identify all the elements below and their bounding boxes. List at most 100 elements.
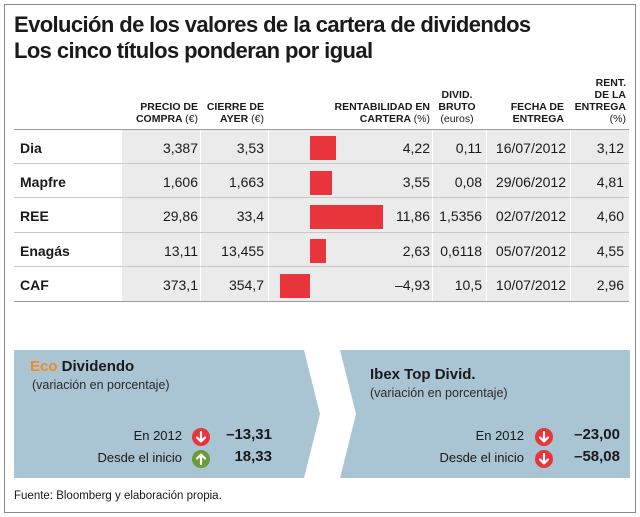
cell-cierre: 3,53 [236, 140, 264, 156]
header-precio-line1: PRECIO DE [140, 101, 198, 113]
header-fecha-line1: FECHA DE [510, 101, 564, 113]
table-row: REE 29,86 33,4 11,86 1,5356 02/07/2012 4… [14, 199, 629, 233]
cell-cierre: 1,663 [228, 174, 264, 190]
cell-rent-entrega: 2,96 [596, 277, 624, 293]
bar-mapfre [310, 170, 332, 195]
cell-rent-entrega: 4,55 [596, 243, 624, 259]
cell-cierre: 354,7 [228, 277, 264, 293]
cell-precio: 13,11 [164, 243, 198, 259]
header-rent-unit: (%) [413, 113, 430, 125]
header-fecha-line2: ENTREGA [512, 113, 564, 125]
header-divid-line2: BRUTO [438, 101, 476, 113]
cell-precio: 3,387 [162, 140, 198, 156]
row-name: Mapfre [20, 174, 66, 190]
header-rent-line1: RENTABILIDAD EN [334, 101, 430, 113]
table-row: Dia 3,387 3,53 4,22 0,11 16/07/2012 3,12 [14, 131, 629, 165]
arrow-up-icon [192, 450, 210, 468]
header-rentent-line3: ENTREGA [574, 101, 626, 113]
arrow-down-icon [192, 428, 210, 446]
cell-fecha: 16/07/2012 [495, 140, 566, 156]
cell-rentabilidad: 4,22 [402, 140, 430, 156]
panel-left-label-2012: En 2012 [133, 428, 182, 443]
row-name: Enagás [20, 243, 70, 259]
summary-panels-background [14, 350, 630, 478]
column-divider [200, 129, 201, 302]
cell-divid: 0,6118 [440, 243, 482, 259]
panel-right-title: Ibex Top Divid. [370, 366, 476, 383]
cell-cierre: 13,455 [221, 243, 264, 259]
cell-fecha: 10/07/2012 [495, 277, 566, 293]
bar-dia [310, 136, 336, 161]
row-name: REE [20, 208, 49, 224]
column-divider [432, 129, 433, 302]
header-divid-line1: DIVID. [441, 89, 473, 101]
header-cierre-line2: AYER [220, 113, 249, 125]
header-rentabilidad: RENTABILIDAD EN CARTERA (%) [310, 101, 430, 125]
header-precio-unit: (€) [185, 113, 198, 125]
cell-rentabilidad: –4,93 [394, 277, 430, 293]
panel-right-label-2012: En 2012 [475, 428, 524, 443]
cell-precio: 29,86 [162, 208, 198, 224]
column-divider [570, 129, 571, 302]
header-precio: PRECIO DE COMPRA (€) [122, 101, 198, 125]
row-divider [14, 232, 629, 233]
header-rentent-unit: (%) [609, 113, 626, 125]
bar-caf [279, 273, 310, 298]
cell-rent-entrega: 4,60 [596, 208, 624, 224]
row-divider [14, 301, 629, 302]
cell-divid: 0,08 [454, 174, 482, 190]
cell-fecha: 02/07/2012 [495, 208, 566, 224]
arrow-down-icon [535, 428, 553, 446]
panel-right-subtitle: (variación en porcentaje) [370, 386, 508, 400]
panel-right-label-inicio: Desde el inicio [439, 450, 524, 465]
cell-rent-entrega: 3,12 [596, 140, 624, 156]
bar-enagás [310, 239, 327, 264]
cell-rentabilidad: 3,55 [402, 174, 430, 190]
header-cierre: CIERRE DE AYER (€) [200, 101, 264, 125]
cell-divid: 10,5 [454, 277, 482, 293]
table-row: CAF 373,1 354,7 –4,93 10,5 10/07/2012 2,… [14, 268, 629, 302]
bar-ree [310, 205, 383, 229]
cell-rentabilidad: 11,86 [396, 208, 430, 224]
panel-left-subtitle: (variación en porcentaje) [32, 378, 170, 392]
cell-rentabilidad: 2,63 [402, 243, 430, 259]
cell-fecha: 29/06/2012 [495, 174, 566, 190]
panel-left-shape [14, 350, 320, 478]
panel-right-value-2012: –23,00 [574, 426, 620, 443]
panel-left-label-inicio: Desde el inicio [97, 450, 182, 465]
panel-left-value-2012: –13,31 [226, 426, 272, 443]
header-rentent-line2: DE LA [594, 89, 627, 101]
header-cierre-unit: (€) [251, 113, 264, 125]
column-divider [268, 129, 269, 302]
infographic-title: Evolución de los valores de la cartera d… [14, 12, 531, 64]
column-divider [486, 129, 487, 302]
cell-divid: 1,5356 [439, 208, 482, 224]
header-rent-entrega: RENT. DE LA ENTREGA (%) [570, 77, 626, 125]
row-divider [14, 163, 629, 164]
panel-left-title-eco: Eco [30, 358, 58, 375]
row-divider [14, 129, 629, 130]
source-note: Fuente: Bloomberg y elaboración propia. [14, 490, 222, 502]
cell-divid: 0,11 [455, 140, 482, 156]
panel-right-value-inicio: –58,08 [574, 448, 620, 465]
title-line-1: Evolución de los valores de la cartera d… [14, 12, 531, 37]
cell-cierre: 33,4 [236, 208, 264, 224]
row-name: Dia [20, 140, 42, 156]
header-divid-unit: (euros) [440, 113, 474, 125]
row-name: CAF [20, 277, 49, 293]
cell-fecha: 05/07/2012 [495, 243, 566, 259]
table-row: Enagás 13,11 13,455 2,63 0,6118 05/07/20… [14, 234, 629, 268]
panel-left-title: Eco Dividendo [30, 358, 134, 375]
header-precio-line2: COMPRA [135, 113, 183, 125]
table-row: Mapfre 1,606 1,663 3,55 0,08 29/06/2012 … [14, 165, 629, 199]
title-line-2: Los cinco títulos ponderan por igual [14, 38, 373, 63]
header-cierre-line1: CIERRE DE [206, 101, 264, 113]
arrow-down-icon [535, 450, 553, 468]
cell-precio: 373,1 [162, 277, 198, 293]
panel-right-shape [340, 350, 630, 478]
panel-left-value-inicio: 18,33 [234, 448, 272, 465]
cell-precio: 1,606 [162, 174, 198, 190]
header-rentent-line1: RENT. [595, 77, 626, 89]
header-fecha: FECHA DE ENTREGA [500, 101, 564, 125]
header-divid: DIVID. BRUTO (euros) [432, 89, 482, 125]
